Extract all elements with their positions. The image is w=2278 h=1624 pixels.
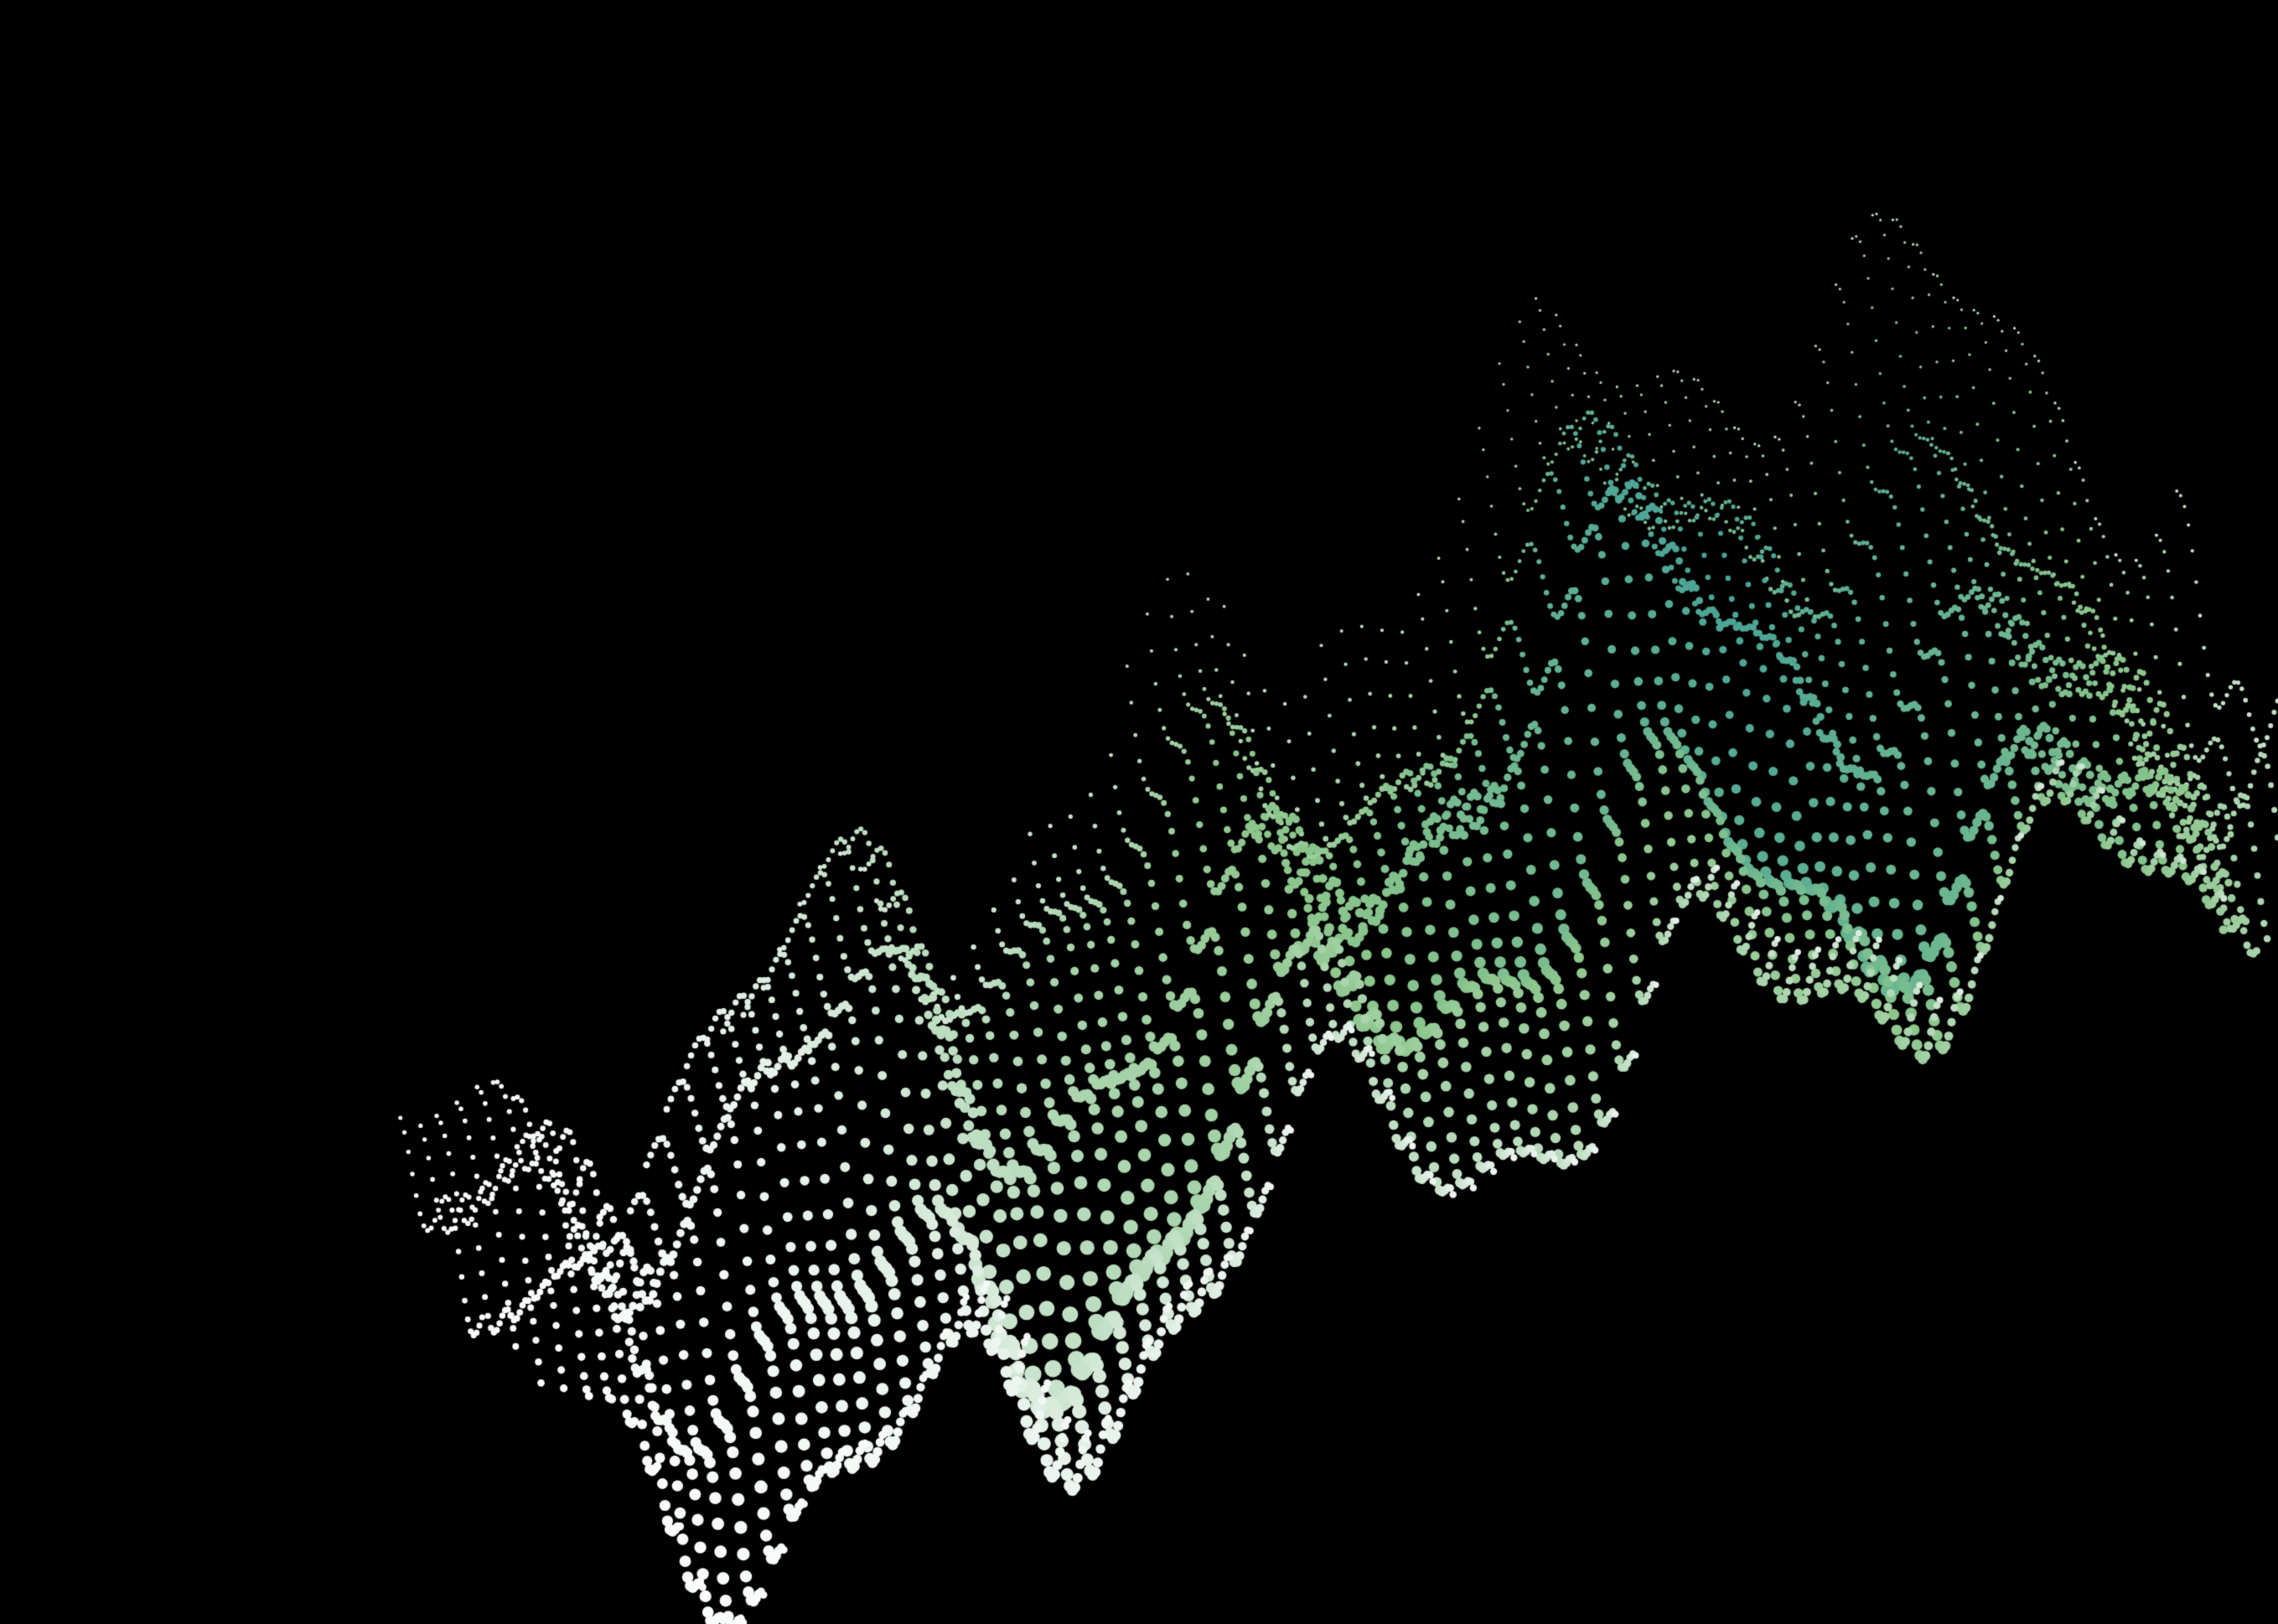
dot-surface-canvas <box>0 0 2278 1624</box>
artwork-stage: Abstract generative dot-matrix rendering… <box>0 0 2278 1624</box>
